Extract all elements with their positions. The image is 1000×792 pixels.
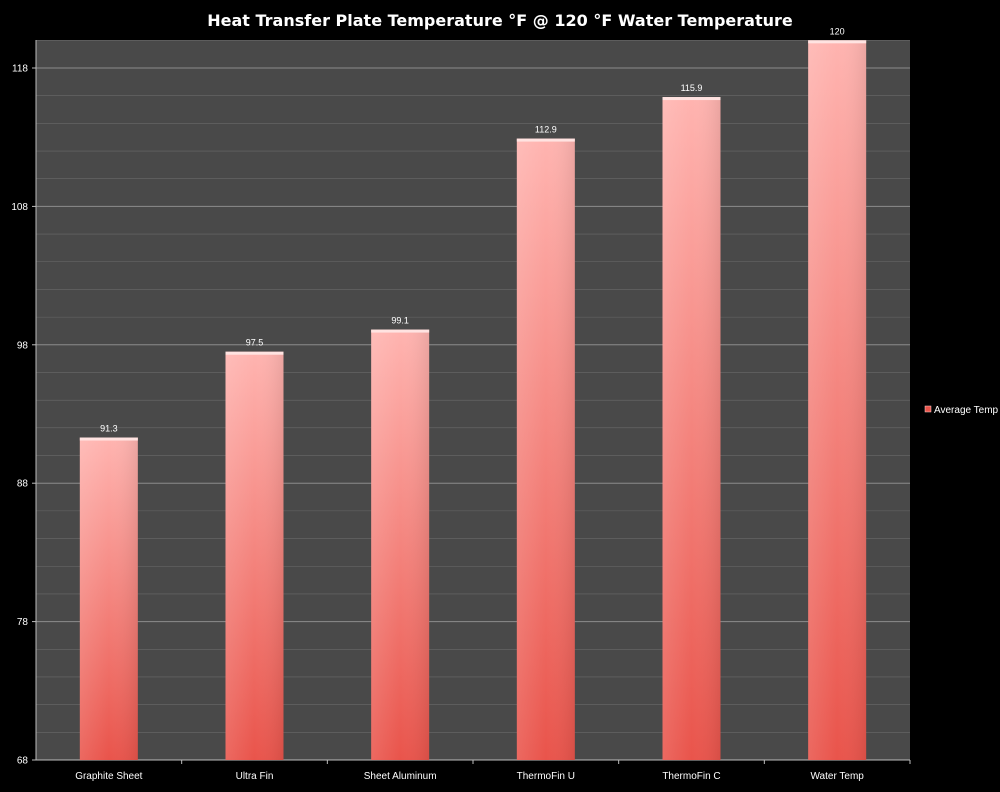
bar-series <box>79 40 867 761</box>
bar-cap <box>371 329 430 333</box>
y-tick-label: 88 <box>17 479 29 490</box>
value-label: 99.1 <box>391 316 409 326</box>
y-tick-label: 98 <box>17 340 29 351</box>
bar-cap <box>79 437 138 441</box>
legend-swatch <box>924 405 932 413</box>
bar-cap <box>808 40 867 44</box>
value-label: 120 <box>830 26 845 36</box>
y-tick-label: 118 <box>12 64 28 75</box>
bar-highlight <box>225 351 284 760</box>
bar-highlight <box>662 97 721 760</box>
bar-cap <box>662 97 721 101</box>
bar-highlight <box>371 329 430 760</box>
y-tick-label: 78 <box>17 617 29 628</box>
x-tick-label: ThermoFin C <box>662 771 720 782</box>
y-tick-label: 108 <box>11 202 28 213</box>
value-label: 97.5 <box>246 338 264 348</box>
y-axis: 68 78 88 98 108 118 <box>11 40 37 767</box>
bar-highlight <box>79 437 138 760</box>
bar-cap <box>225 351 284 355</box>
bar-highlight <box>516 138 575 761</box>
legend: Average Temp <box>924 405 999 416</box>
x-tick-label: Graphite Sheet <box>75 771 142 782</box>
x-tick-label: ThermoFin U <box>517 771 575 782</box>
bar-cap <box>516 138 575 142</box>
value-label: 115.9 <box>681 83 703 93</box>
x-tick-label: Water Temp <box>810 771 864 782</box>
value-label: 91.3 <box>100 424 118 434</box>
bar-highlight <box>808 40 867 760</box>
x-axis: Graphite Sheet Ultra Fin Sheet Aluminum The… <box>36 759 911 782</box>
x-tick-label: Sheet Aluminum <box>364 771 437 782</box>
y-tick-label: 68 <box>17 756 29 767</box>
x-tick-label: Ultra Fin <box>236 771 274 782</box>
chart-title: Heat Transfer Plate Temperature °F @ 120… <box>207 11 793 30</box>
value-labels: 91.3 97.5 99.1 112.9 115.9 120 <box>100 26 845 433</box>
legend-label: Average Temp <box>934 405 999 416</box>
value-label: 112.9 <box>535 125 557 135</box>
